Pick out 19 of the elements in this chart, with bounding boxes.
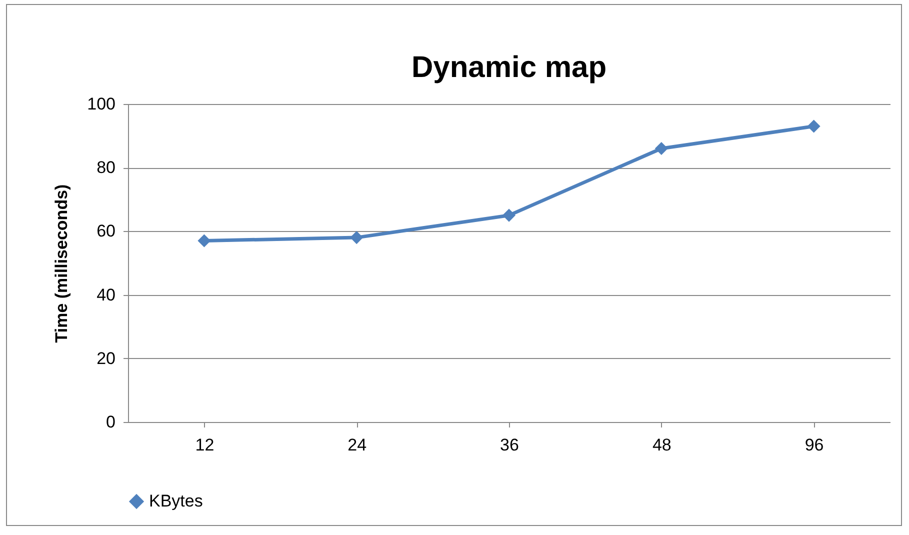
y-tick-label: 40 — [96, 285, 116, 304]
legend-label: KBytes — [149, 492, 203, 510]
point — [502, 208, 516, 222]
point — [198, 234, 211, 248]
point — [654, 142, 668, 156]
chart-title: Dynamic map — [411, 51, 607, 84]
y-tick-label: 80 — [96, 158, 116, 178]
x-tick-label: 12 — [195, 436, 214, 454]
y-tick-label: 60 — [96, 222, 116, 241]
point — [350, 231, 364, 244]
y-tick-label: 20 — [96, 348, 116, 368]
y-tick-label: 100 — [87, 94, 116, 114]
x-tick-label: 24 — [348, 436, 367, 454]
y-axis-title: Time (milliseconds) — [52, 184, 72, 343]
x-tick-label: 36 — [500, 436, 519, 454]
x-tick-label: 48 — [652, 436, 672, 454]
point — [807, 120, 820, 133]
x-tick-label: 96 — [804, 436, 824, 454]
y-tick-label: 0 — [106, 412, 116, 432]
